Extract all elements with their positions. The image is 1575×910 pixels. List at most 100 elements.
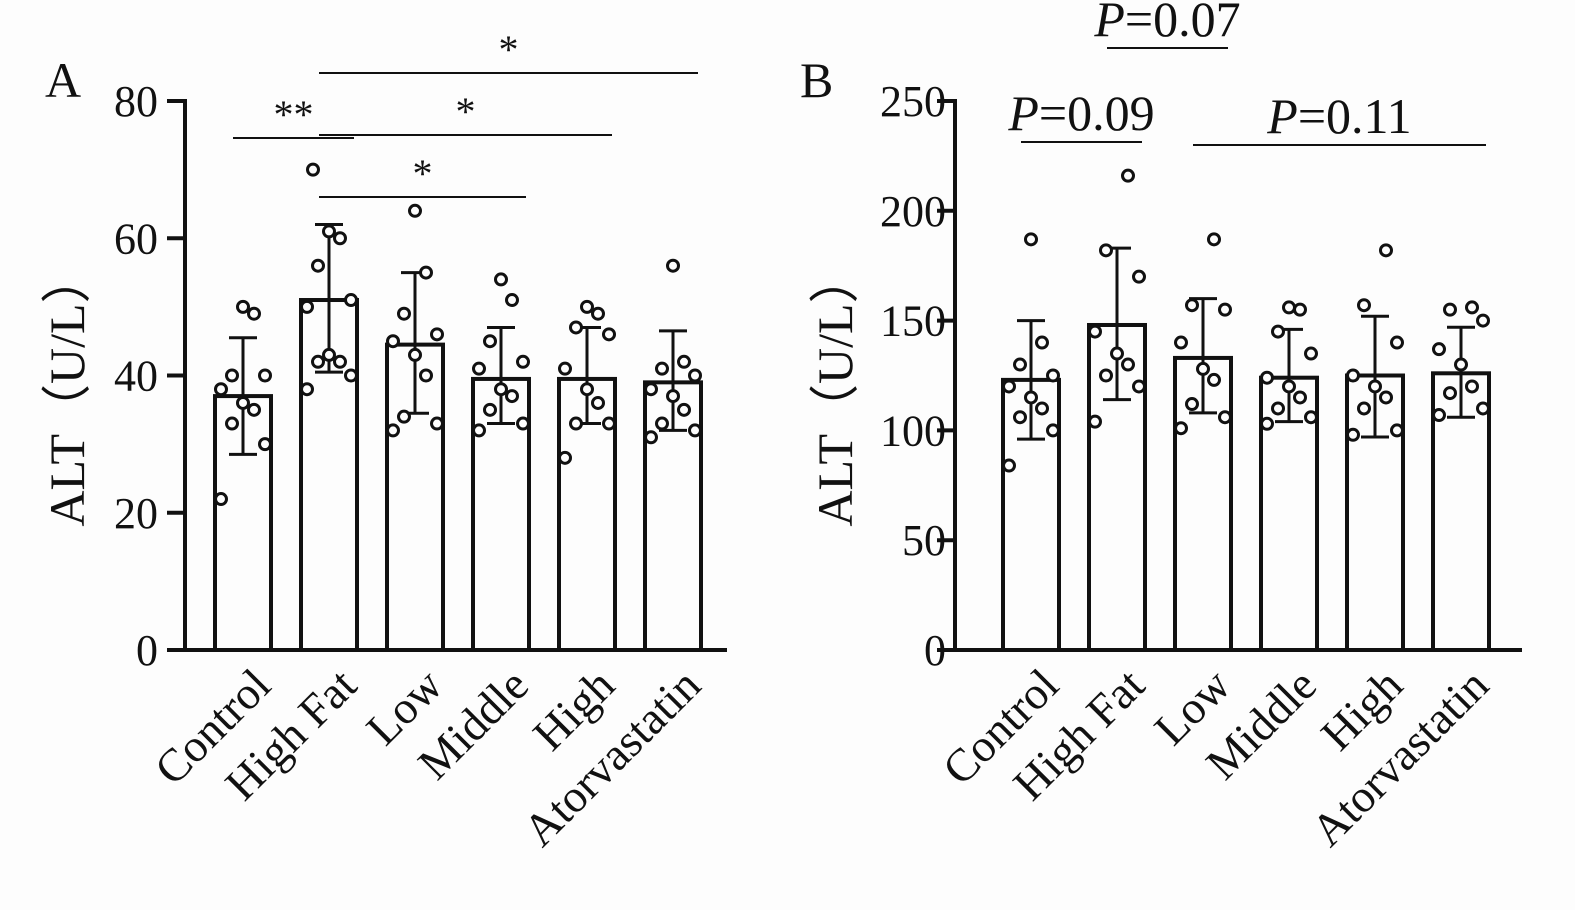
data-point xyxy=(1271,401,1285,416)
y-tick-label: 50 xyxy=(902,516,946,565)
data-point xyxy=(688,368,702,383)
data-point xyxy=(214,492,228,507)
data-point xyxy=(1099,368,1113,383)
panel-letter: B xyxy=(800,52,833,108)
significance-label: * xyxy=(413,151,433,196)
data-point xyxy=(1218,410,1232,425)
data-point xyxy=(1304,410,1318,425)
data-point xyxy=(1088,324,1102,339)
data-point xyxy=(1476,313,1490,328)
data-point xyxy=(472,423,486,438)
y-tick-label: 80 xyxy=(114,77,158,126)
significance-label: * xyxy=(499,27,519,72)
data-point xyxy=(1046,368,1060,383)
data-point xyxy=(1174,421,1188,436)
data-point xyxy=(1379,390,1393,405)
data-point xyxy=(677,354,691,369)
data-point xyxy=(1110,346,1124,361)
data-point xyxy=(1443,386,1457,401)
data-point xyxy=(591,395,605,410)
data-point xyxy=(1260,416,1274,431)
significance-label: P=0.07 xyxy=(1093,0,1240,47)
data-point xyxy=(344,368,358,383)
data-point xyxy=(602,327,616,342)
data-point xyxy=(1304,346,1318,361)
data-point xyxy=(1024,232,1038,247)
data-point xyxy=(1013,357,1027,372)
data-point xyxy=(472,361,486,376)
data-point xyxy=(1379,243,1393,258)
data-point xyxy=(1346,427,1360,442)
data-point xyxy=(214,382,228,397)
y-tick-label: 0 xyxy=(136,626,158,675)
y-tick-label: 100 xyxy=(880,406,946,455)
data-point xyxy=(258,437,272,452)
data-point xyxy=(1282,379,1296,394)
data-point xyxy=(1368,379,1382,394)
data-point xyxy=(483,402,497,417)
data-point xyxy=(1099,243,1113,258)
data-point xyxy=(311,354,325,369)
data-point xyxy=(1476,401,1490,416)
data-point xyxy=(225,416,239,431)
data-point xyxy=(1121,168,1135,183)
data-point xyxy=(1454,357,1468,372)
data-point xyxy=(1185,397,1199,412)
data-point xyxy=(1002,379,1016,394)
data-point xyxy=(1465,300,1479,315)
data-point xyxy=(1013,410,1027,425)
data-point xyxy=(225,368,239,383)
data-point xyxy=(644,382,658,397)
data-point xyxy=(1282,300,1296,315)
data-point xyxy=(386,423,400,438)
data-point xyxy=(1432,342,1446,357)
data-point xyxy=(430,327,444,342)
data-point xyxy=(1293,390,1307,405)
data-point xyxy=(1207,232,1221,247)
significance-label: P=0.11 xyxy=(1266,88,1411,144)
data-point xyxy=(322,224,336,239)
data-point xyxy=(1465,379,1479,394)
data-point xyxy=(247,306,261,321)
data-point xyxy=(1390,423,1404,438)
data-point xyxy=(666,389,680,404)
data-point xyxy=(1443,302,1457,317)
data-point xyxy=(688,423,702,438)
data-point xyxy=(1218,302,1232,317)
data-point xyxy=(505,293,519,308)
data-point xyxy=(322,347,336,362)
data-point xyxy=(569,320,583,335)
data-point xyxy=(580,382,594,397)
data-point xyxy=(1196,361,1210,376)
data-point xyxy=(311,258,325,273)
data-point xyxy=(397,409,411,424)
data-point xyxy=(1035,401,1049,416)
data-point xyxy=(483,334,497,349)
data-point xyxy=(1293,302,1307,317)
y-tick-label: 250 xyxy=(880,77,946,126)
y-tick-label: 40 xyxy=(114,352,158,401)
data-point xyxy=(1088,414,1102,429)
data-point xyxy=(1346,368,1360,383)
data-point xyxy=(306,162,320,177)
data-point xyxy=(258,368,272,383)
data-point xyxy=(558,450,572,465)
data-point xyxy=(247,402,261,417)
data-point xyxy=(1271,324,1285,339)
data-point xyxy=(655,361,669,376)
data-point xyxy=(408,347,422,362)
data-point xyxy=(1132,379,1146,394)
significance-label: ** xyxy=(274,92,314,137)
data-point xyxy=(644,430,658,445)
data-point xyxy=(1035,335,1049,350)
data-point xyxy=(419,265,433,280)
data-point xyxy=(333,354,347,369)
y-axis-title: ALT（U/L） xyxy=(807,253,863,526)
data-point xyxy=(1046,423,1060,438)
data-point xyxy=(430,416,444,431)
data-point xyxy=(1207,372,1221,387)
y-tick-label: 20 xyxy=(114,489,158,538)
